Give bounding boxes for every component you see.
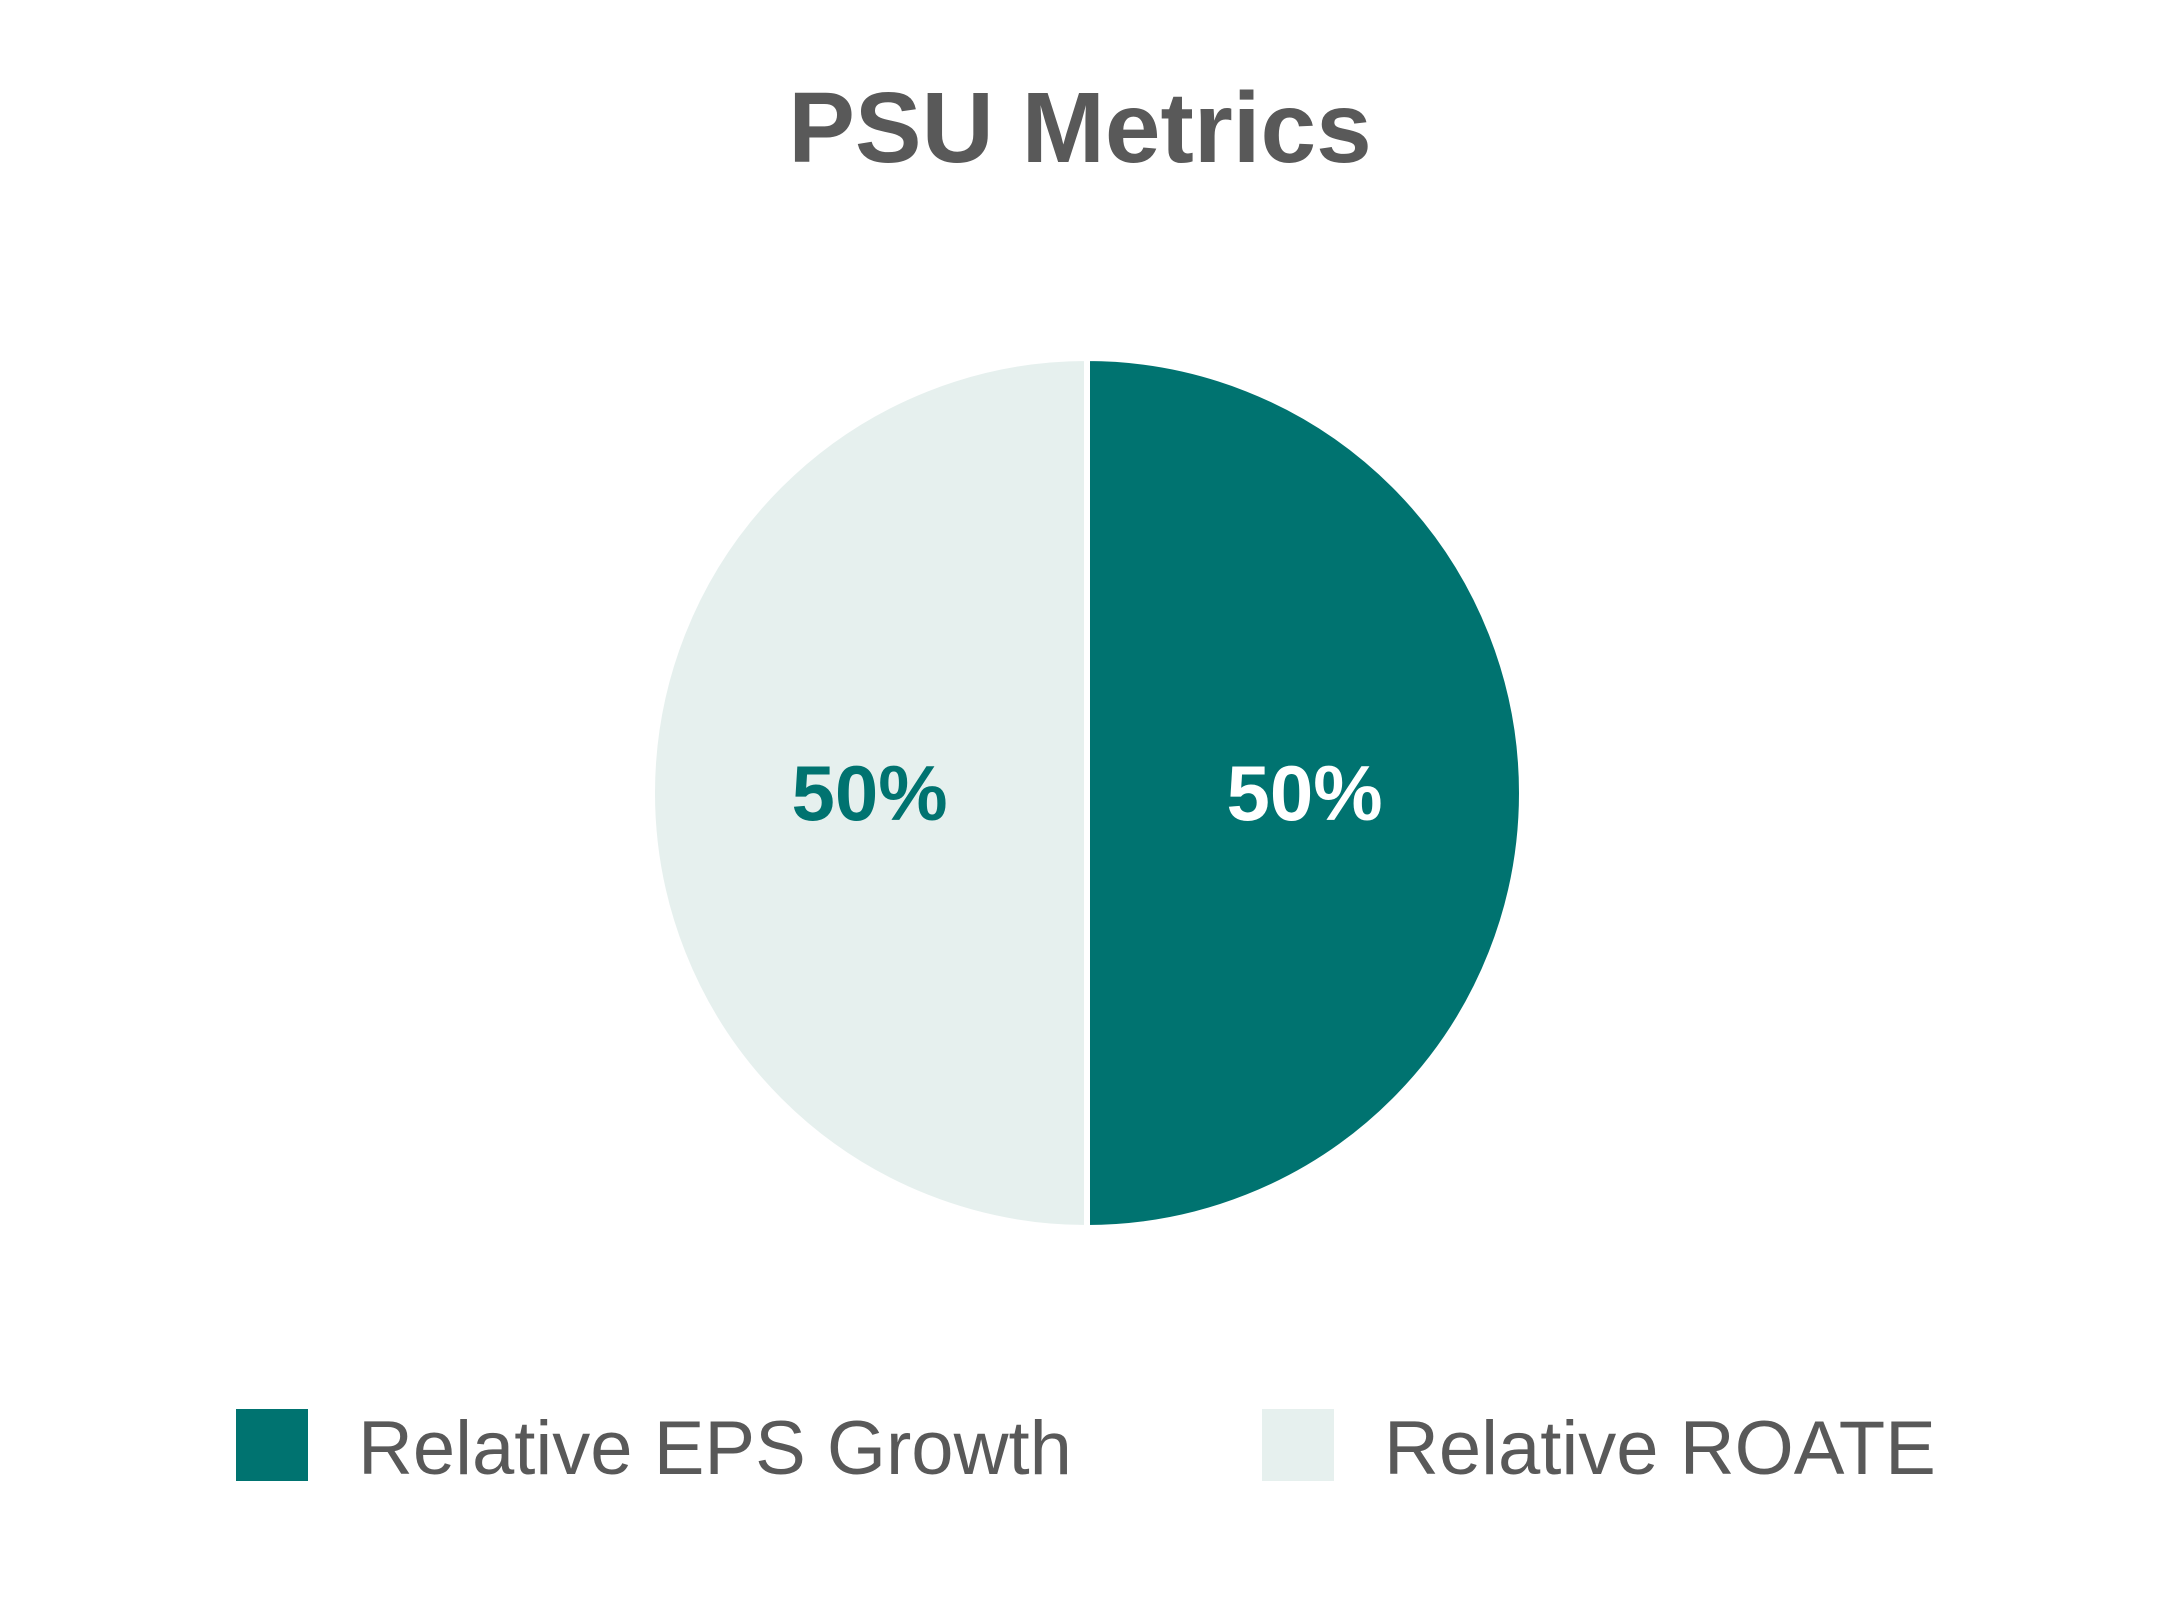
legend-swatch-relative-roate [1262, 1409, 1334, 1481]
slice-label-relative-eps-growth: 50% [1226, 749, 1382, 837]
legend-label-relative-roate: Relative ROATE [1384, 1406, 1936, 1491]
legend-label-relative-eps-growth: Relative EPS Growth [358, 1406, 1072, 1491]
pie-slice-labels: 50% 50% [791, 749, 1382, 837]
pie-slices [649, 355, 1525, 1231]
slice-label-relative-roate: 50% [791, 749, 947, 837]
chart-title: PSU Metrics [788, 72, 1372, 184]
legend: Relative EPS Growth Relative ROATE [236, 1406, 1936, 1491]
pie-slice-relative-roate [649, 355, 1090, 1231]
pie-slice-relative-eps-growth [1084, 355, 1525, 1231]
legend-swatch-relative-eps-growth [236, 1409, 308, 1481]
